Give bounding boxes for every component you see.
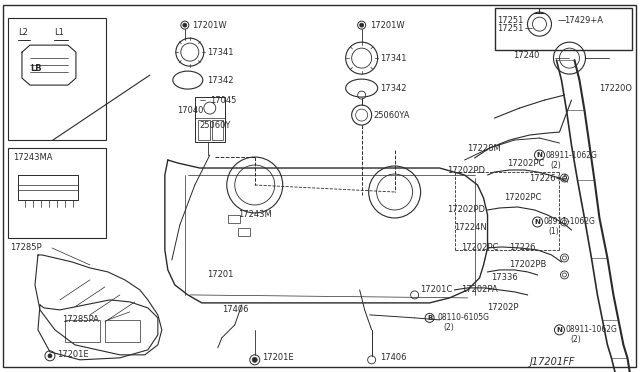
Bar [65, 320, 100, 342]
Text: 17406: 17406 [222, 305, 248, 314]
Text: L2: L2 [18, 28, 28, 37]
Text: LB: LB [30, 64, 42, 73]
Text: —: — [557, 16, 566, 25]
Text: 17040: 17040 [177, 106, 204, 115]
Text: N: N [534, 219, 540, 225]
Circle shape [360, 23, 364, 27]
Text: 17228M: 17228M [468, 144, 501, 153]
Text: (2): (2) [570, 335, 581, 344]
Text: B: B [427, 315, 432, 321]
Text: J17201FF: J17201FF [529, 357, 575, 367]
Text: 17045: 17045 [210, 96, 236, 105]
Text: L1: L1 [54, 28, 64, 37]
Text: 17342: 17342 [380, 84, 406, 93]
Text: 17202PA: 17202PA [461, 285, 499, 294]
Text: 17201E: 17201E [262, 353, 293, 362]
Text: 17226+A: 17226+A [529, 173, 568, 183]
Bar [8, 148, 106, 238]
Text: 17251: 17251 [497, 16, 524, 25]
Text: 17243M: 17243M [238, 211, 271, 219]
Text: 08911-1062G: 08911-1062G [545, 151, 597, 160]
Bar [8, 18, 106, 140]
Text: 17429+A: 17429+A [564, 16, 604, 25]
Text: 25060YA: 25060YA [374, 110, 410, 119]
Text: 17202PD: 17202PD [447, 166, 486, 174]
Text: 17243MA: 17243MA [13, 153, 52, 161]
Text: 17202P: 17202P [488, 304, 519, 312]
Text: 17224N: 17224N [454, 224, 487, 232]
Text: 17202PC: 17202PC [508, 158, 545, 167]
Text: 17202PB: 17202PB [509, 260, 547, 269]
Text: 17336: 17336 [492, 273, 518, 282]
Text: 17226: 17226 [509, 243, 536, 253]
Text: (2): (2) [550, 161, 561, 170]
Text: 17202PC: 17202PC [504, 193, 542, 202]
Text: 17342: 17342 [207, 76, 234, 84]
Text: 17285P: 17285P [10, 243, 42, 253]
Text: 17202PD: 17202PD [447, 205, 486, 215]
Text: 17220O: 17220O [600, 84, 632, 93]
Text: (2): (2) [444, 323, 454, 332]
Text: 17201E: 17201E [57, 350, 88, 359]
Text: 17201C: 17201C [420, 285, 452, 294]
Text: 08911-1062G: 08911-1062G [566, 326, 618, 334]
Bar [238, 228, 250, 236]
Bar [495, 8, 632, 50]
Text: 17201: 17201 [207, 270, 233, 279]
Circle shape [183, 23, 187, 27]
Text: 17406: 17406 [380, 353, 406, 362]
Text: 17202PC: 17202PC [461, 243, 499, 253]
Text: 08110-6105G: 08110-6105G [438, 313, 490, 323]
Text: N: N [557, 327, 563, 333]
Bar [212, 120, 223, 140]
Text: 08911-1062G: 08911-1062G [543, 218, 595, 227]
Text: 17251: 17251 [497, 24, 524, 33]
Text: N: N [536, 152, 543, 158]
Bar [228, 215, 240, 223]
Text: 17285PA: 17285PA [62, 315, 99, 324]
Bar [195, 97, 225, 142]
Text: 17341: 17341 [380, 54, 406, 62]
Text: 17201W: 17201W [370, 21, 404, 30]
Text: 17240: 17240 [513, 51, 540, 60]
Text: (1): (1) [548, 227, 559, 237]
Text: 25060Y: 25060Y [200, 121, 231, 129]
Bar [105, 320, 140, 342]
Text: 17201W: 17201W [192, 21, 227, 30]
Bar [198, 120, 210, 140]
Circle shape [252, 357, 257, 362]
Text: 17341: 17341 [207, 48, 234, 57]
Circle shape [48, 354, 52, 358]
